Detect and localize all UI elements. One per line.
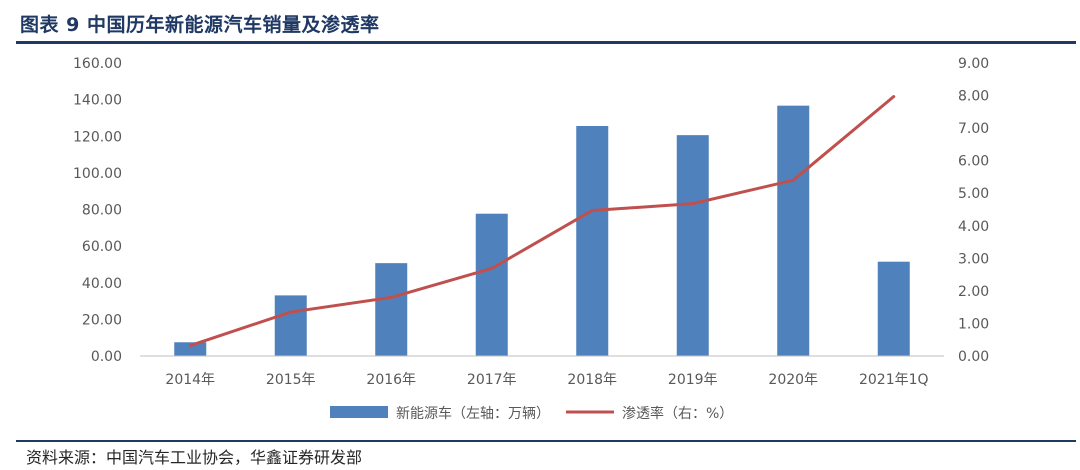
right-tick-label: 3.00 xyxy=(958,251,989,267)
right-tick-label: 5.00 xyxy=(958,186,989,202)
bar-series xyxy=(174,105,910,357)
right-tick-label: 1.00 xyxy=(958,316,989,332)
x-axis: 2014年 2015年 2016年 2017年 2018年 2019年 2020年 2021年… xyxy=(165,372,928,388)
bar xyxy=(777,105,810,356)
x-tick-label: 2015年 xyxy=(266,372,316,388)
right-tick-label: 6.00 xyxy=(958,154,989,170)
bar xyxy=(274,295,307,356)
bar xyxy=(174,342,207,356)
legend-label-line: 渗透率（右：%） xyxy=(622,405,733,422)
left-tick-label: 80.00 xyxy=(82,203,122,219)
x-tick-label: 2016年 xyxy=(366,372,416,388)
x-tick-label: 2021年1Q xyxy=(859,372,929,388)
right-tick-label: 8.00 xyxy=(958,89,989,105)
right-tick-label: 7.00 xyxy=(958,121,989,137)
x-tick-label: 2017年 xyxy=(467,372,517,388)
bar xyxy=(576,125,609,357)
penetration-line xyxy=(188,95,896,348)
right-tick-label: 4.00 xyxy=(958,219,989,235)
left-tick-label: 0.00 xyxy=(91,349,122,365)
legend-swatch-bar xyxy=(330,406,388,418)
left-tick-label: 120.00 xyxy=(73,129,122,145)
title-bar: 图表 9 中国历年新能源汽车销量及渗透率 xyxy=(0,0,1080,44)
left-tick-label: 140.00 xyxy=(73,93,122,109)
right-axis: 0.00 1.00 2.00 3.00 4.00 5.00 6.00 7.00 8.00 9.00 xyxy=(958,56,989,365)
chart-title: 图表 9 中国历年新能源汽车销量及渗透率 xyxy=(20,14,380,36)
left-axis: 0.00 20.00 40.00 60.00 80.00 100.00 120.00 140.… xyxy=(73,56,122,365)
left-tick-label: 40.00 xyxy=(82,276,122,292)
bar xyxy=(475,213,508,356)
right-tick-label: 0.00 xyxy=(958,349,989,365)
x-tick-label: 2018年 xyxy=(567,372,617,388)
bar xyxy=(375,263,408,356)
left-tick-label: 100.00 xyxy=(73,166,122,182)
right-tick-label: 2.00 xyxy=(958,284,989,300)
source-note: 资料来源：中国汽车工业协会，华鑫证券研发部 xyxy=(26,448,363,467)
legend: 新能源车（左轴：万辆） 渗透率（右：%） xyxy=(330,405,733,422)
x-tick-label: 2014年 xyxy=(165,372,215,388)
source-rule xyxy=(16,440,1076,442)
left-tick-label: 60.00 xyxy=(82,239,122,255)
title-rule xyxy=(16,41,1076,44)
right-tick-label: 9.00 xyxy=(958,56,989,72)
bar xyxy=(877,261,910,356)
x-tick-label: 2020年 xyxy=(768,372,818,388)
legend-label-bar: 新能源车（左轴：万辆） xyxy=(396,405,550,422)
left-tick-label: 160.00 xyxy=(73,56,122,72)
line-series xyxy=(188,95,896,348)
left-tick-label: 20.00 xyxy=(82,312,122,328)
bar xyxy=(676,135,709,356)
chart: 0.00 20.00 40.00 60.00 80.00 100.00 120.00 140.… xyxy=(73,56,989,422)
x-tick-label: 2019年 xyxy=(668,372,718,388)
